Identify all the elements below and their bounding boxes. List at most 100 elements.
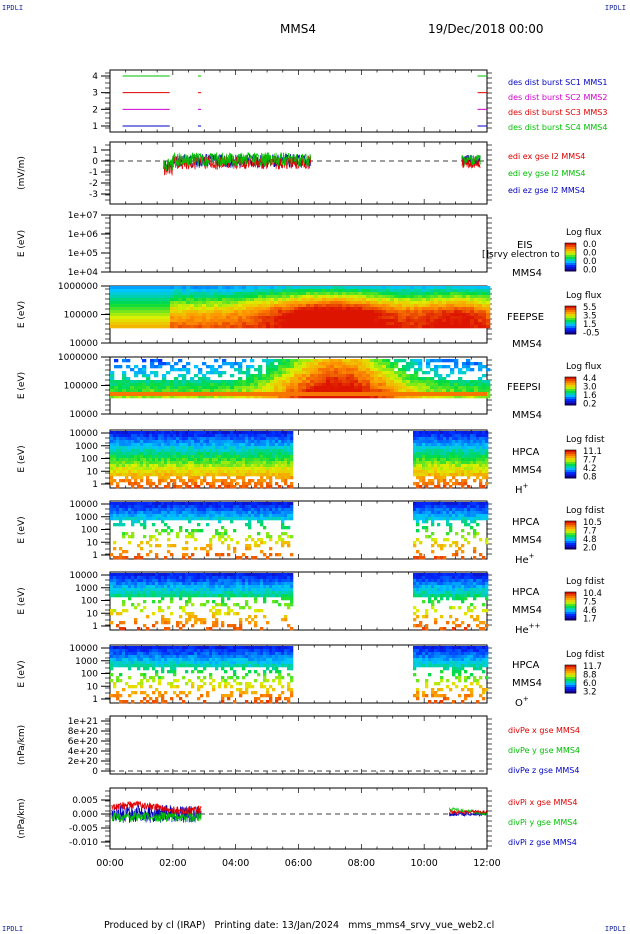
heatmap-cell xyxy=(310,292,315,296)
heatmap-cell xyxy=(390,380,395,384)
heatmap-cell xyxy=(358,289,363,293)
heatmap-cell xyxy=(263,502,267,506)
heatmap-cell xyxy=(245,538,249,542)
heatmap-cell xyxy=(128,449,132,453)
heatmap-cell xyxy=(346,316,351,320)
heatmap-cell xyxy=(294,374,299,378)
heatmap-cell xyxy=(251,479,255,483)
heatmap-cell xyxy=(209,485,213,489)
heatmap-cell xyxy=(254,301,259,305)
heatmap-cell xyxy=(438,325,443,329)
heatmap-cell xyxy=(470,443,474,447)
heatmap-cell xyxy=(215,517,219,521)
heatmap-cell xyxy=(454,386,459,390)
heatmap-cell xyxy=(226,383,231,387)
heatmap-cell xyxy=(310,289,315,293)
heatmap-cell xyxy=(248,482,252,486)
heatmap-cell xyxy=(378,371,383,375)
heatmap-cell xyxy=(258,383,263,387)
heatmap-cell xyxy=(263,458,267,462)
heatmap-cell xyxy=(266,470,270,474)
heatmap-cell xyxy=(215,505,219,509)
heatmap-cell xyxy=(206,365,211,369)
heatmap-cell xyxy=(142,395,147,399)
heatmap-cell xyxy=(246,319,251,323)
heatmap-cell xyxy=(310,377,315,381)
heatmap-cell xyxy=(466,295,471,299)
heatmap-cell xyxy=(446,395,451,399)
heatmap-cell xyxy=(150,307,155,311)
colorbar-cell xyxy=(565,310,576,313)
heatmap-cell xyxy=(203,473,207,477)
heatmap-cell xyxy=(113,517,117,521)
heatmap-cell xyxy=(206,470,210,474)
heatmap-cell xyxy=(278,446,282,450)
heatmap-cell xyxy=(263,452,267,456)
heatmap-cell xyxy=(266,467,270,471)
heatmap-cell xyxy=(258,292,263,296)
heatmap-cell xyxy=(194,286,199,290)
heatmap-cell xyxy=(346,389,351,393)
heatmap-cell xyxy=(214,310,219,314)
heatmap-cell xyxy=(126,319,131,323)
heatmap-cell xyxy=(155,461,159,465)
heatmap-cell xyxy=(242,316,247,320)
heatmap-cell xyxy=(206,461,210,465)
heatmap-cell xyxy=(358,395,363,399)
heatmap-cell xyxy=(438,319,443,323)
heatmap-cell xyxy=(130,307,135,311)
heatmap-cell xyxy=(215,461,219,465)
colorbar-cell xyxy=(565,387,576,390)
heatmap-cell xyxy=(458,368,463,372)
heatmap-cell xyxy=(128,473,132,477)
heatmap-cell xyxy=(114,316,119,320)
heatmap-cell xyxy=(209,544,213,548)
heatmap-cell xyxy=(478,380,483,384)
heatmap-cell xyxy=(214,325,219,329)
heatmap-cell xyxy=(158,322,163,326)
heatmap-cell xyxy=(110,458,114,462)
heatmap-cell xyxy=(278,455,282,459)
heatmap-cell xyxy=(414,359,419,363)
heatmap-cell xyxy=(233,479,237,483)
heatmap-cell xyxy=(122,322,127,326)
heatmap-cell xyxy=(142,325,147,329)
heatmap-cell xyxy=(310,316,315,320)
heatmap-cell xyxy=(437,434,441,438)
heatmap-cell xyxy=(122,464,126,468)
heatmap-cell xyxy=(482,295,487,299)
heatmap-cell xyxy=(248,547,252,551)
heatmap-cell xyxy=(131,446,135,450)
heatmap-cell xyxy=(482,307,487,311)
heatmap-cell xyxy=(334,310,339,314)
heatmap-cell xyxy=(122,511,126,515)
heatmap-cell xyxy=(442,386,447,390)
heatmap-cell xyxy=(173,467,177,471)
heatmap-cell xyxy=(185,446,189,450)
heatmap-cell xyxy=(474,322,479,326)
heatmap-cell xyxy=(428,449,432,453)
heatmap-cell xyxy=(206,383,211,387)
heatmap-cell xyxy=(306,313,311,317)
heatmap-cell xyxy=(146,479,150,483)
heatmap-cell xyxy=(260,443,264,447)
heatmap-cell xyxy=(326,325,331,329)
heatmap-cell xyxy=(467,443,471,447)
heatmap-cell xyxy=(200,431,204,435)
heatmap-cell xyxy=(470,380,475,384)
heatmap-cell xyxy=(278,458,282,462)
heatmap-cell xyxy=(260,520,264,524)
heatmap-cell xyxy=(173,446,177,450)
heatmap-cell xyxy=(191,479,195,483)
heatmap-cell xyxy=(330,316,335,320)
heatmap-cell xyxy=(110,319,115,323)
heatmap-cell xyxy=(358,322,363,326)
heatmap-cell xyxy=(310,371,315,375)
heatmap-cell xyxy=(214,386,219,390)
heatmap-cell xyxy=(178,389,183,393)
heatmap-cell xyxy=(458,443,462,447)
heatmap-cell xyxy=(266,362,271,366)
heatmap-cell xyxy=(155,529,159,533)
heatmap-cell xyxy=(314,289,319,293)
heatmap-cell xyxy=(131,476,135,480)
